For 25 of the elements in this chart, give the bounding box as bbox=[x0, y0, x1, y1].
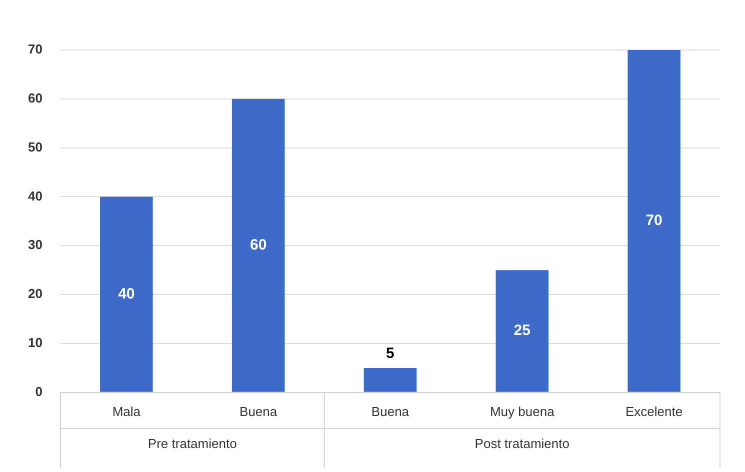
y-tick-label: 10 bbox=[28, 335, 42, 350]
y-tick-label: 60 bbox=[28, 90, 42, 106]
x-tick-label: Buena bbox=[371, 404, 410, 419]
bar bbox=[628, 50, 680, 392]
data-label: 5 bbox=[386, 345, 394, 362]
text: Pre tratamiento bbox=[148, 436, 237, 451]
data-label: 40 bbox=[118, 285, 135, 302]
y-tick-label: 0 bbox=[35, 384, 42, 399]
x-tick-label: Excelente bbox=[626, 404, 683, 419]
bar bbox=[364, 368, 417, 392]
x-tick-label: Mala bbox=[112, 404, 142, 419]
bar bbox=[232, 98, 285, 392]
data-label: 25 bbox=[514, 322, 530, 340]
y-tick-label: 30 bbox=[28, 237, 42, 252]
data-label: 70 bbox=[646, 212, 662, 230]
text: Post tratamiento bbox=[474, 436, 570, 451]
y-tick-label: 20 bbox=[28, 286, 42, 302]
y-tick-label: 70 bbox=[28, 42, 42, 57]
x-tick-label: Muy buena bbox=[490, 404, 556, 419]
bar bbox=[100, 196, 153, 392]
data-label: 60 bbox=[250, 236, 267, 254]
bar bbox=[496, 270, 549, 392]
y-tick-label: 50 bbox=[28, 139, 42, 154]
x-tick-label: Buena bbox=[240, 404, 278, 419]
y-tick-label: 40 bbox=[28, 188, 42, 204]
